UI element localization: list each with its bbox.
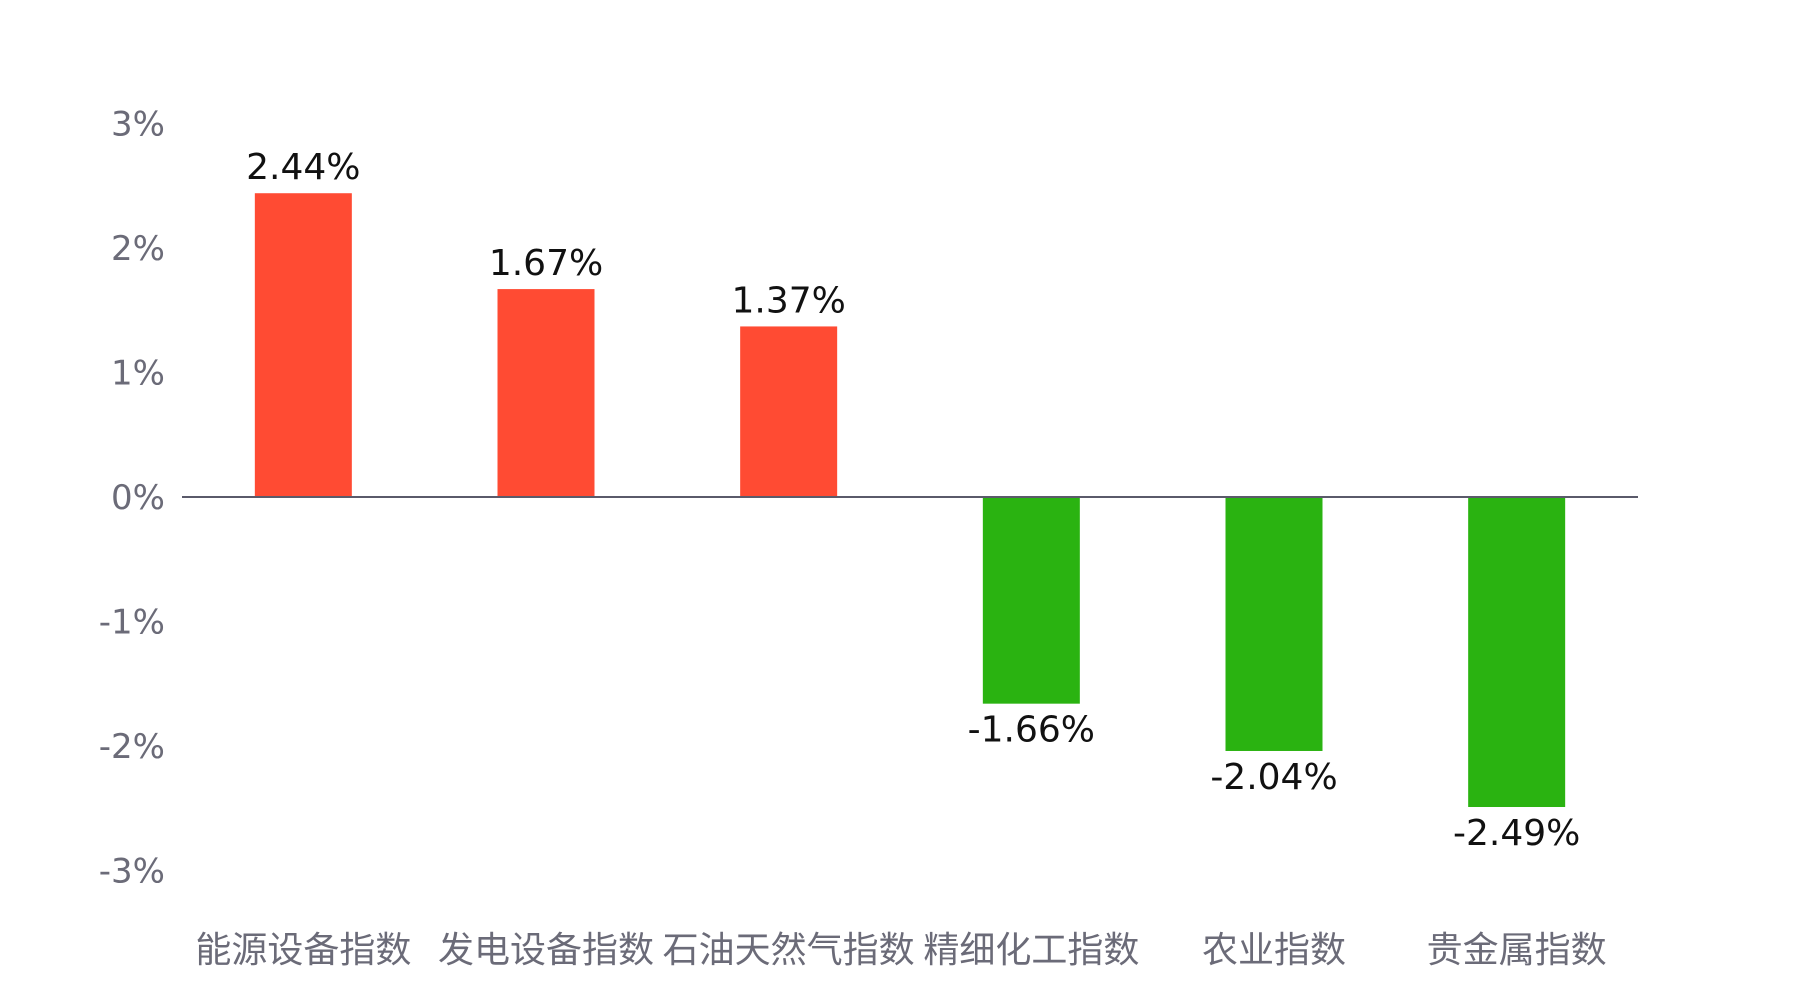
y-tick-label: -2% bbox=[99, 727, 165, 767]
bars bbox=[254, 193, 1566, 808]
bar bbox=[1468, 497, 1566, 808]
bar bbox=[254, 193, 352, 497]
y-tick-label: 1% bbox=[111, 354, 165, 394]
y-tick-label: -3% bbox=[99, 852, 165, 892]
category-label: 精细化工指数 bbox=[923, 930, 1139, 971]
y-tick-label: 3% bbox=[111, 105, 165, 145]
x-axis-labels: 能源设备指数 发电设备指数 石油天然气指数 精细化工指数 农业指数 贵金属指数 bbox=[195, 930, 1606, 971]
category-label: 能源设备指数 bbox=[195, 930, 411, 971]
category-label: 贵金属指数 bbox=[1427, 930, 1607, 971]
data-label: 2.44% bbox=[246, 147, 360, 188]
y-tick-label: 0% bbox=[111, 478, 165, 518]
category-label: 发电设备指数 bbox=[438, 930, 654, 971]
y-tick-label: -1% bbox=[99, 603, 165, 643]
bar bbox=[497, 289, 595, 497]
data-label: -2.04% bbox=[1210, 757, 1337, 798]
category-label: 农业指数 bbox=[1202, 930, 1346, 971]
data-labels: 2.44% 1.67% 1.37% -1.66% -2.04% -2.49% bbox=[246, 147, 1580, 854]
category-label: 石油天然气指数 bbox=[663, 930, 915, 971]
bar bbox=[982, 497, 1080, 704]
data-label: 1.67% bbox=[489, 243, 603, 284]
data-label: -2.49% bbox=[1453, 813, 1580, 854]
y-tick-label: 2% bbox=[111, 229, 165, 269]
data-label: -1.66% bbox=[968, 710, 1095, 751]
y-axis-ticks: 3% 2% 1% 0% -1% -2% -3% bbox=[99, 105, 165, 892]
data-label: 1.37% bbox=[731, 280, 845, 321]
bar bbox=[740, 326, 838, 497]
bar bbox=[1225, 497, 1323, 751]
